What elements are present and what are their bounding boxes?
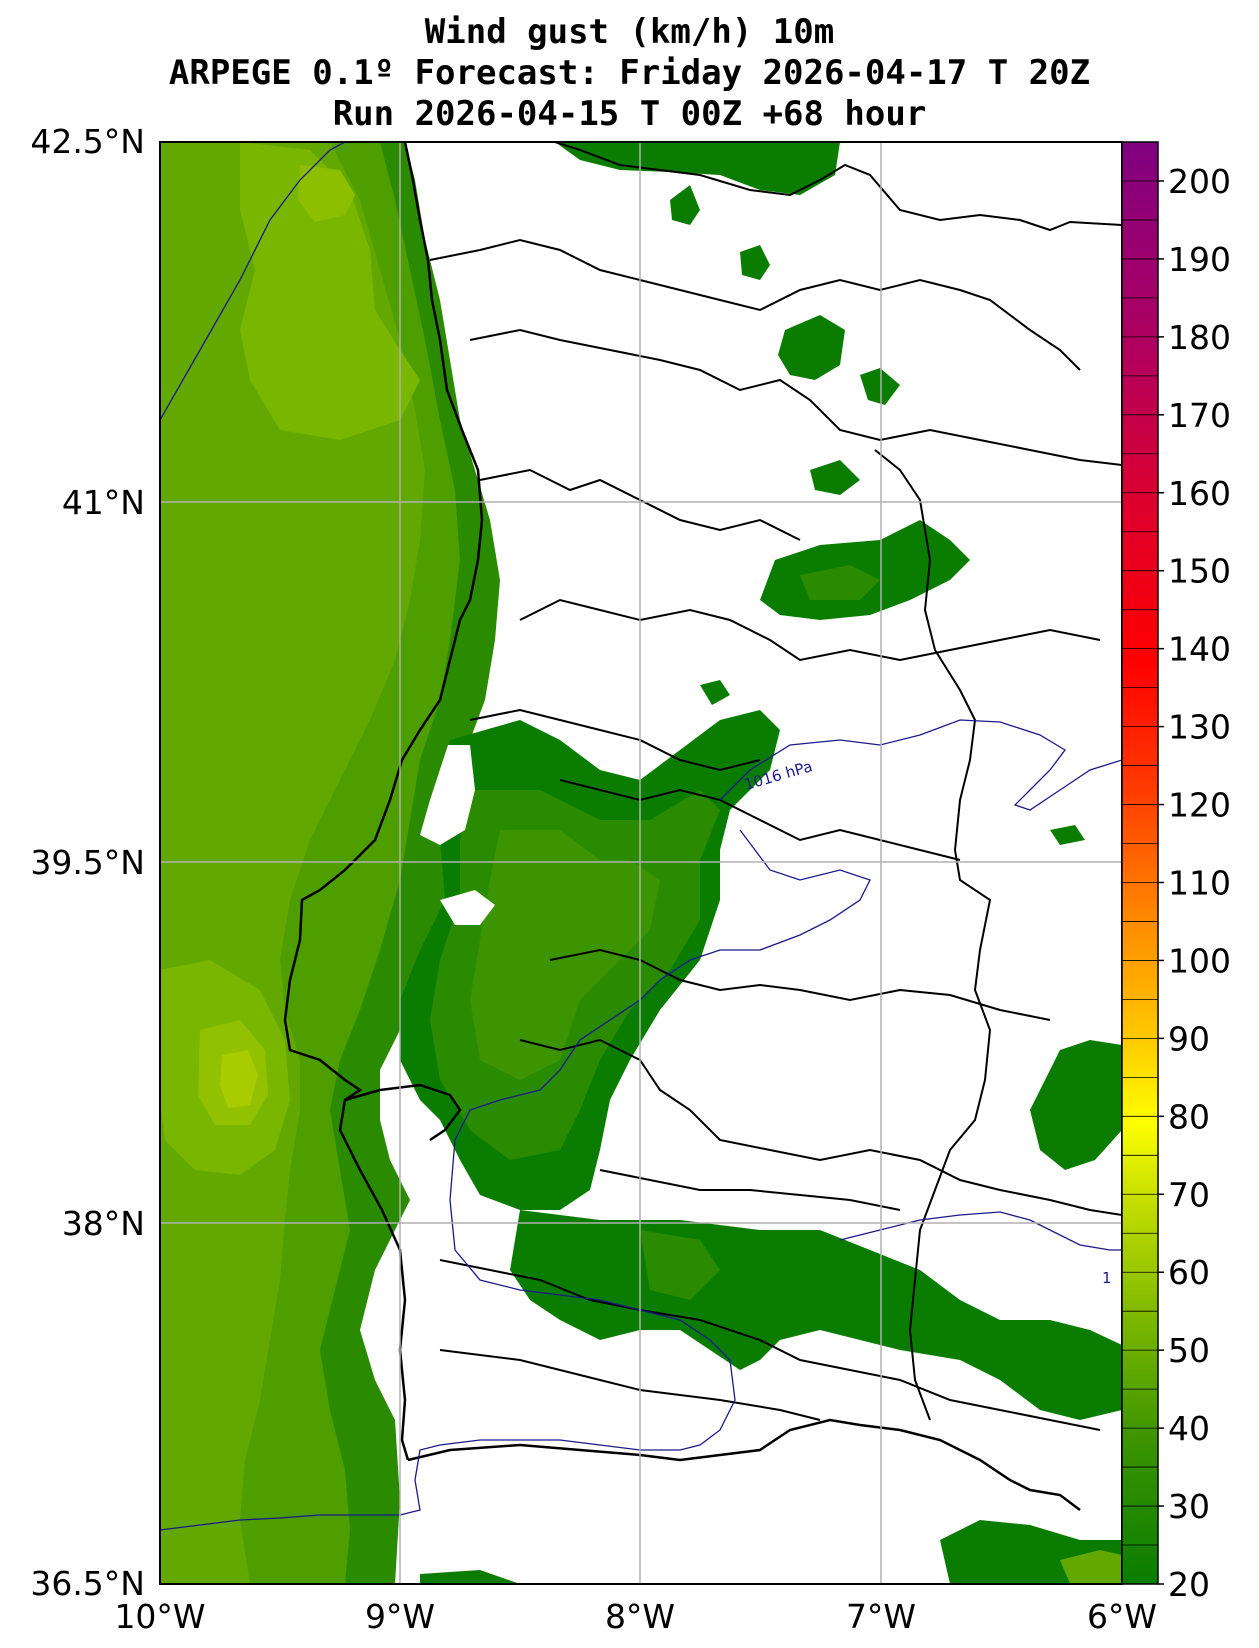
calm-area-2 bbox=[440, 890, 495, 925]
colorbar-gradient bbox=[1122, 142, 1158, 1584]
lat-tick-label: 42.5°N bbox=[30, 122, 145, 161]
colorbar-label: 140 bbox=[1168, 630, 1231, 669]
north-patch-1 bbox=[555, 142, 840, 195]
colorbar-ticks bbox=[1122, 180, 1158, 1546]
lon-tick-label: 9°W bbox=[365, 1597, 435, 1636]
lon-tick-label: 7°W bbox=[846, 1597, 916, 1636]
colorbar-label: 50 bbox=[1168, 1331, 1210, 1370]
north-patch-5 bbox=[860, 368, 900, 405]
colorbar-label: 170 bbox=[1168, 396, 1231, 435]
north-patch-3 bbox=[740, 245, 770, 280]
colorbar-label: 150 bbox=[1168, 552, 1231, 591]
lon-tick-label: 6°W bbox=[1087, 1597, 1157, 1636]
colorbar-label: 40 bbox=[1168, 1409, 1210, 1448]
south-wind-band-30 bbox=[640, 1230, 720, 1300]
colorbar-frame bbox=[1121, 141, 1159, 1585]
east-patch-1 bbox=[1050, 825, 1085, 845]
isobar-line-1 bbox=[160, 142, 346, 421]
border-east bbox=[874, 449, 992, 1421]
lat-tick-label: 39.5°N bbox=[30, 843, 145, 882]
north-patch-7-30 bbox=[800, 565, 880, 600]
colorbar-label: 70 bbox=[1168, 1175, 1210, 1214]
colorbar-label: 120 bbox=[1168, 786, 1231, 825]
north-patch-6 bbox=[810, 460, 860, 495]
colorbar-label: 160 bbox=[1168, 474, 1231, 513]
colorbar-label: 190 bbox=[1168, 240, 1231, 279]
coastline bbox=[283, 142, 484, 1461]
east-patch-2 bbox=[1030, 1040, 1122, 1170]
north-patch-2 bbox=[670, 185, 700, 225]
north-patch-8 bbox=[700, 680, 730, 705]
colorbar-labels: 200 190 180 170 160 150 140 130 120 110 100 90 80 70 6… bbox=[1158, 162, 1231, 1604]
colorbar-label: 30 bbox=[1168, 1487, 1210, 1526]
colorbar: 200 190 180 170 160 150 140 130 120 110 100 90 80 70 6… bbox=[1121, 141, 1231, 1604]
ocean-wind-south-60 bbox=[220, 1050, 258, 1108]
colorbar-label: 90 bbox=[1168, 1019, 1210, 1058]
title-line-3: Run 2026-04-15 T 00Z +68 hour bbox=[332, 94, 927, 134]
isobar-line-4 bbox=[839, 1211, 1122, 1251]
calm-area-1 bbox=[420, 745, 475, 845]
colorbar-label: 110 bbox=[1168, 863, 1231, 902]
border-north bbox=[554, 142, 1122, 232]
lon-tick-label: 10°W bbox=[114, 1597, 205, 1636]
north-patch-4 bbox=[778, 315, 845, 380]
colorbar-label: 180 bbox=[1168, 318, 1231, 357]
south-coastline bbox=[407, 1418, 1081, 1511]
isobar-line-3 bbox=[160, 829, 871, 1531]
southeast-patch-40 bbox=[1060, 1550, 1122, 1584]
gridlines bbox=[160, 142, 1122, 1584]
colorbar-label: 200 bbox=[1168, 162, 1231, 201]
colorbar-label: 20 bbox=[1168, 1565, 1210, 1604]
colorbar-label: 130 bbox=[1168, 708, 1231, 747]
lat-tick-label: 41°N bbox=[62, 483, 145, 522]
lat-tick-label: 36.5°N bbox=[30, 1564, 145, 1603]
title-line-1: Wind gust (km/h) 10m bbox=[424, 12, 835, 52]
colorbar-label: 100 bbox=[1168, 941, 1231, 980]
colorbar-label: 60 bbox=[1168, 1253, 1210, 1292]
estuary-outline bbox=[344, 1083, 462, 1142]
isobar-label-partial: 1 bbox=[1102, 1269, 1112, 1287]
inland-wind-region-35 bbox=[470, 830, 660, 1080]
lat-tick-label: 38°N bbox=[62, 1204, 145, 1243]
ocean-wind-band-50 bbox=[240, 142, 420, 440]
isobar-line-2 bbox=[719, 719, 1122, 811]
colorbar-label: 80 bbox=[1168, 1097, 1210, 1136]
map-plot-area: 1016 hPa 1 bbox=[160, 142, 1122, 1584]
title-line-2: ARPEGE 0.1º Forecast: Friday 2026-04-17 … bbox=[168, 53, 1091, 93]
lon-tick-label: 8°W bbox=[605, 1597, 675, 1636]
ocean-wind-core-55 bbox=[298, 165, 355, 222]
south-coast-patch bbox=[420, 1570, 520, 1584]
